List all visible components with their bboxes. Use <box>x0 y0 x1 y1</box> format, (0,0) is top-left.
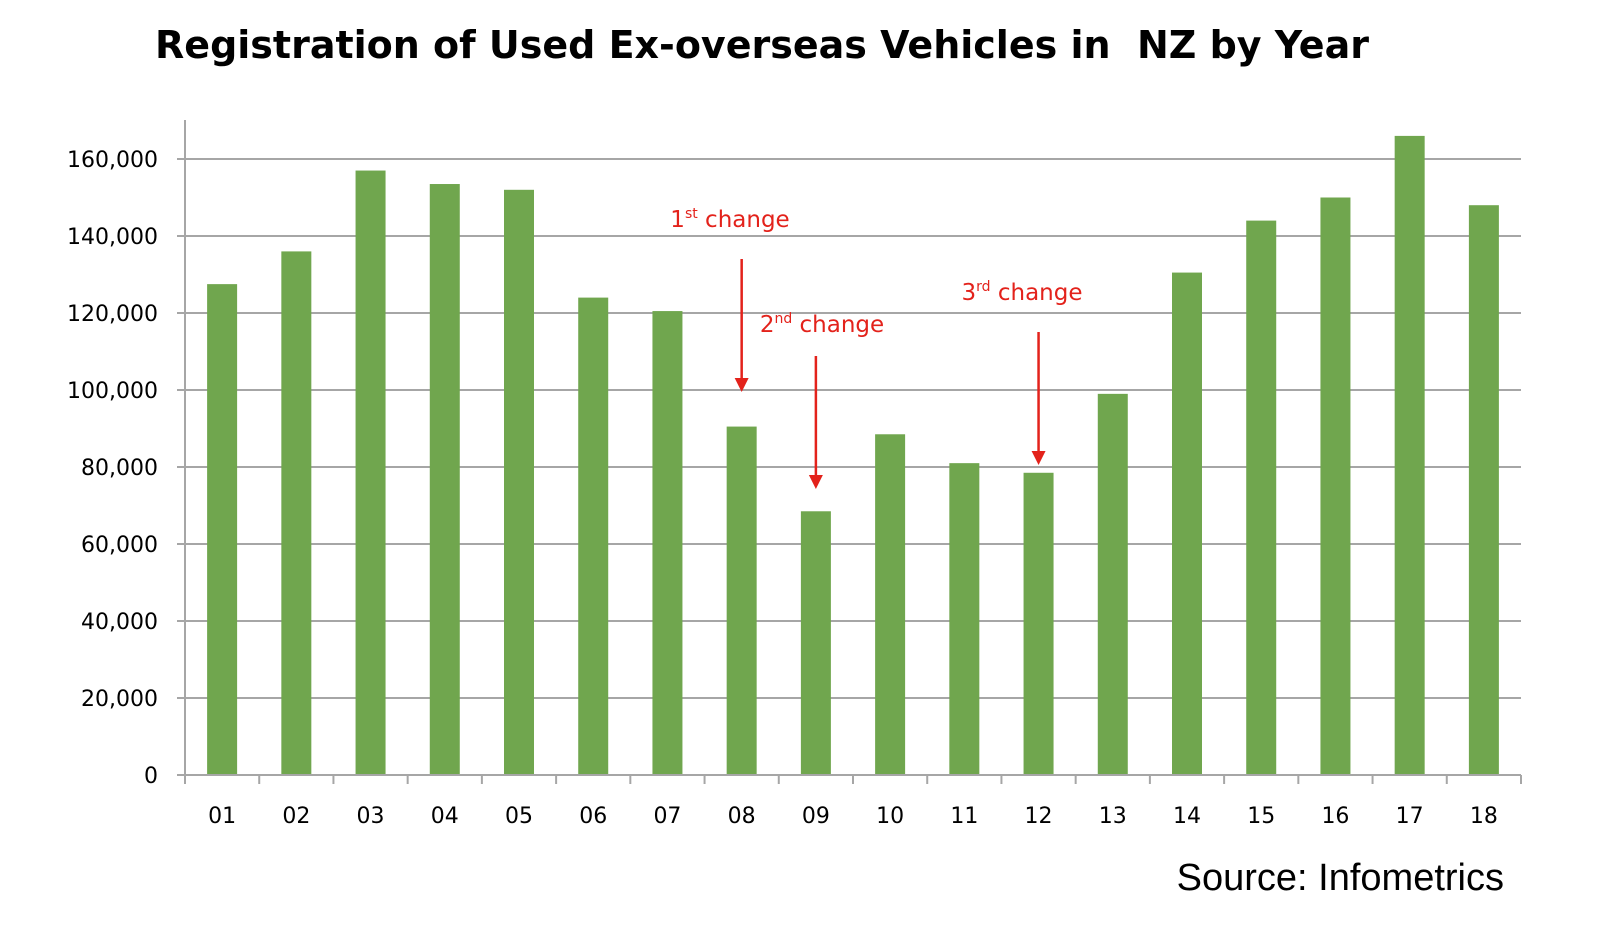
annotation-arrow-head <box>808 475 823 489</box>
x-tick-label: 06 <box>579 804 607 829</box>
y-tick-labels: 0 20,000 40,000 60,000 80,000 100,000 120,000 1… <box>67 148 158 789</box>
y-tick-label: 100,000 <box>67 379 158 404</box>
bar-05 <box>504 189 534 776</box>
bar-08 <box>726 426 757 775</box>
axes <box>177 120 1522 784</box>
x-tick-label: 08 <box>728 804 756 829</box>
annotation-3: 3rd change <box>961 279 1083 465</box>
x-tick-label: 11 <box>950 804 978 829</box>
y-tick-label: 0 <box>144 764 158 789</box>
bar-15 <box>1246 220 1277 776</box>
annotations: 1st change 2nd change 3rd change <box>670 206 1083 489</box>
x-tick-label: 18 <box>1470 804 1498 829</box>
gridlines <box>177 158 1521 699</box>
x-tick-label: 02 <box>282 804 310 829</box>
x-tick-label: 15 <box>1247 804 1275 829</box>
bar-12 <box>1023 472 1054 775</box>
x-tick-label: 03 <box>357 804 385 829</box>
bar-10 <box>875 434 906 775</box>
bar-13 <box>1097 393 1128 775</box>
bar-03 <box>355 170 386 776</box>
bar-02 <box>281 251 312 775</box>
x-tick-labels: 01 02 03 04 05 06 07 08 09 10 11 12 13 14 15 16 17 18 <box>208 804 1498 829</box>
x-tick-label: 14 <box>1173 804 1201 829</box>
bar-01 <box>207 284 238 775</box>
x-tick-label: 05 <box>505 804 533 829</box>
bar-06 <box>578 297 609 775</box>
x-tick-label: 10 <box>876 804 904 829</box>
y-tick-label: 120,000 <box>67 302 158 327</box>
x-tick-label: 07 <box>653 804 681 829</box>
annotation-label: 2nd change <box>760 311 884 338</box>
bar-18 <box>1468 205 1499 775</box>
source-label: Source: Infometrics <box>1177 857 1504 899</box>
x-tick-label: 12 <box>1025 804 1053 829</box>
x-tick-label: 16 <box>1321 804 1349 829</box>
bar-16 <box>1320 197 1351 775</box>
bar-17 <box>1394 135 1425 775</box>
annotation-label: 1st change <box>670 206 789 233</box>
x-tick-label: 13 <box>1099 804 1127 829</box>
bar-09 <box>800 511 831 775</box>
annotation-arrow-head <box>734 378 749 392</box>
x-tick-label: 04 <box>431 804 459 829</box>
bar-07 <box>652 311 683 775</box>
bar-11 <box>949 463 980 775</box>
x-tick-label: 09 <box>802 804 830 829</box>
y-tick-label: 20,000 <box>81 687 158 712</box>
annotation-1: 1st change <box>670 206 790 392</box>
annotation-2: 2nd change <box>760 311 884 489</box>
y-tick-label: 80,000 <box>81 456 158 481</box>
x-tick-label: 01 <box>208 804 236 829</box>
x-tick-label: 17 <box>1396 804 1424 829</box>
annotation-label: 3rd change <box>961 279 1082 306</box>
bar-14 <box>1172 272 1202 775</box>
bars <box>207 135 1499 776</box>
chart-title: Registration of Used Ex-overseas Vehicle… <box>155 23 1369 67</box>
annotation-arrow-head <box>1031 451 1046 465</box>
y-tick-label: 60,000 <box>81 533 158 558</box>
bar-04 <box>429 184 460 775</box>
y-tick-label: 140,000 <box>67 225 158 250</box>
y-tick-label: 40,000 <box>81 610 158 635</box>
y-tick-label: 160,000 <box>67 148 158 173</box>
